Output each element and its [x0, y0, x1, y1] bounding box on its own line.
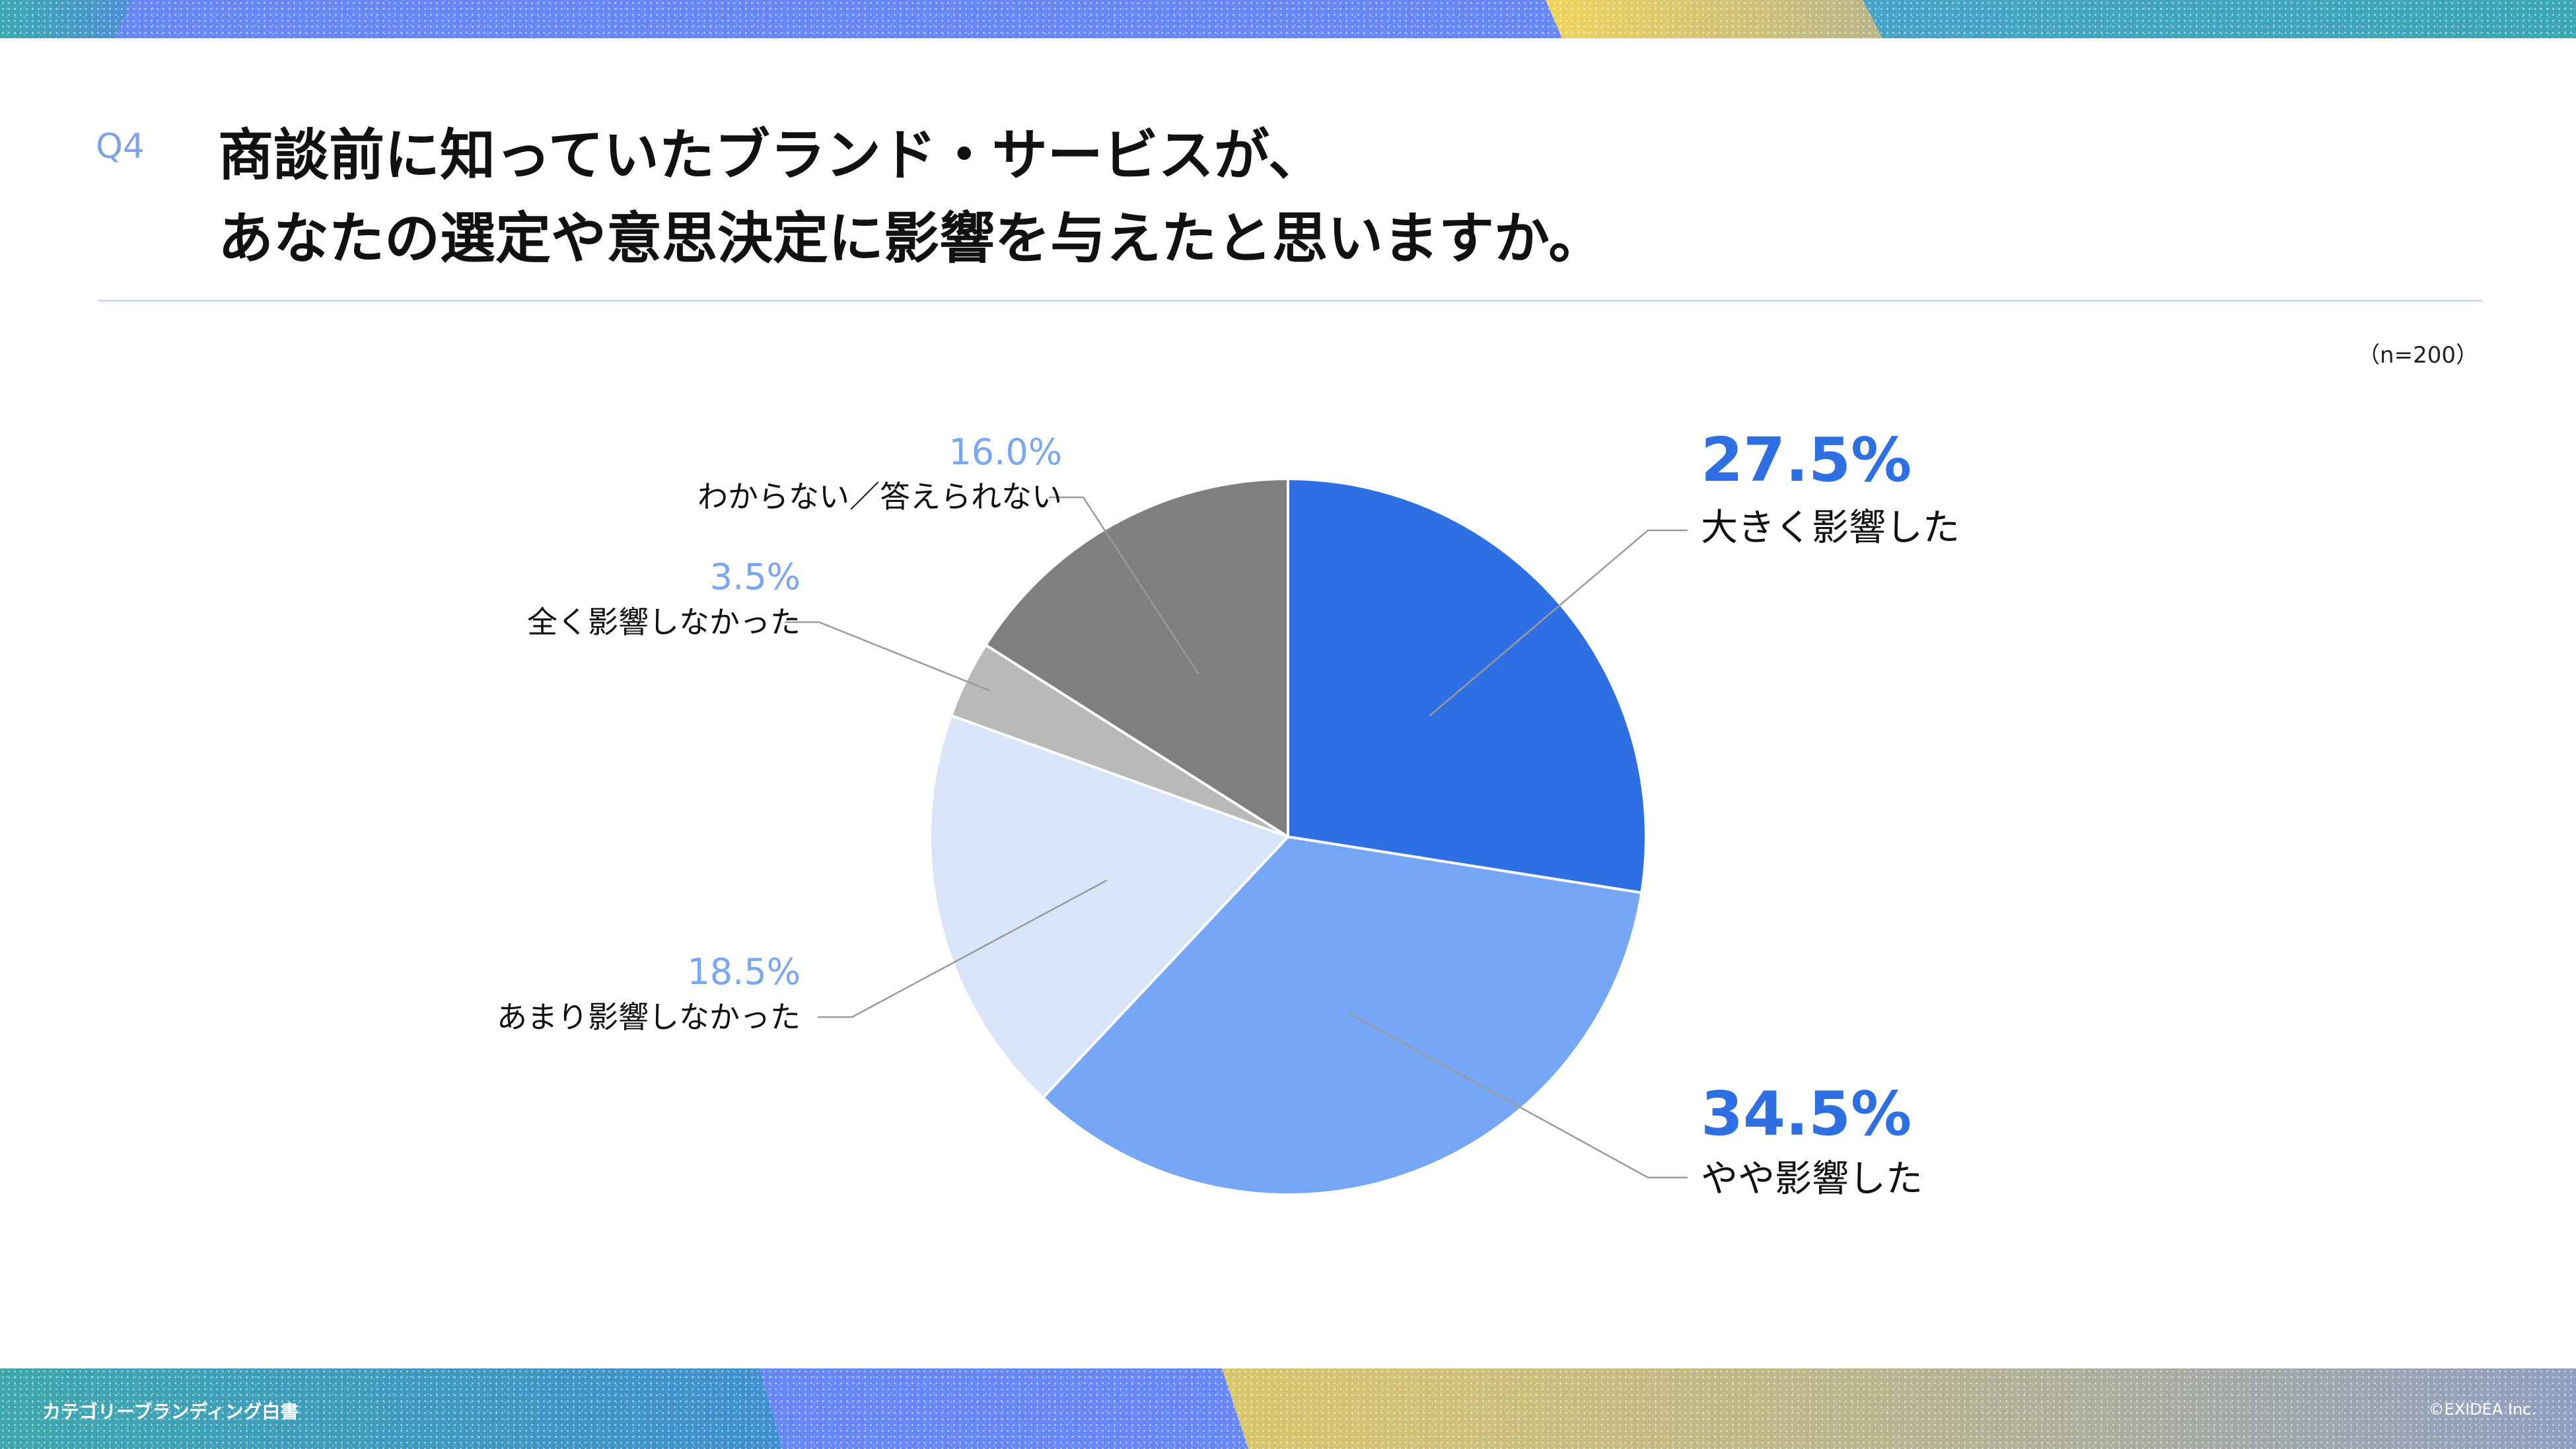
slice-percentage-label: 27.5%: [1701, 425, 1912, 495]
slice-percentage-label: 16.0%: [948, 431, 1062, 473]
header-divider: [98, 300, 2482, 302]
pie-slices: [929, 477, 1647, 1196]
leader-line: [1347, 1012, 1688, 1179]
question-title: 商談前に知っていたブランド・サービスが、 あなたの選定や意思決定に影響を与えたと…: [218, 114, 2464, 280]
pie-slice: [1287, 477, 1647, 895]
footer-document-title: カテゴリーブランディング白書: [42, 1401, 299, 1423]
leader-line: [785, 621, 989, 691]
top-decorative-band: [0, 0, 2576, 38]
bottom-decorative-band: [0, 1368, 2576, 1449]
slice-labels: 27.5% 大きく影響した 34.5% やや影響した 18.5% あまり影響しなかった 3.…: [497, 425, 1960, 1201]
pie-chart: 27.5% 大きく影響した 34.5% やや影響した 18.5% あまり影響しなかった 3.…: [497, 425, 1960, 1201]
leader-line: [1049, 496, 1199, 674]
question-number: Q4: [96, 127, 145, 166]
slice-percentage-label: 34.5%: [1701, 1078, 1912, 1149]
pie-slice: [984, 477, 1289, 839]
slice-percentage-label: 3.5%: [710, 556, 801, 598]
leader-line: [818, 879, 1108, 1018]
slice-category-label: 全く影響しなかった: [527, 604, 801, 640]
pie-slice: [929, 713, 1291, 1100]
slice-category-label: あまり影響しなかった: [497, 999, 801, 1035]
leader-line: [1429, 529, 1688, 717]
slice-percentage-label: 18.5%: [687, 951, 801, 993]
slice-category-label: 大きく影響した: [1701, 507, 1960, 549]
question-title-line-1: 商談前に知っていたブランド・サービスが、: [218, 123, 1324, 188]
slice-category-label: やや影響した: [1701, 1158, 1923, 1201]
footer-copyright: ©EXIDEA Inc.: [2428, 1400, 2537, 1419]
sample-size-label: （n=200）: [2357, 342, 2478, 369]
question-title-line-2: あなたの選定や意思決定に影響を与えたと思いますか。: [218, 206, 1604, 271]
leader-lines: [785, 496, 1688, 1179]
slice-category-label: わからない／答えられない: [698, 479, 1062, 514]
pie-slice: [1041, 835, 1643, 1196]
